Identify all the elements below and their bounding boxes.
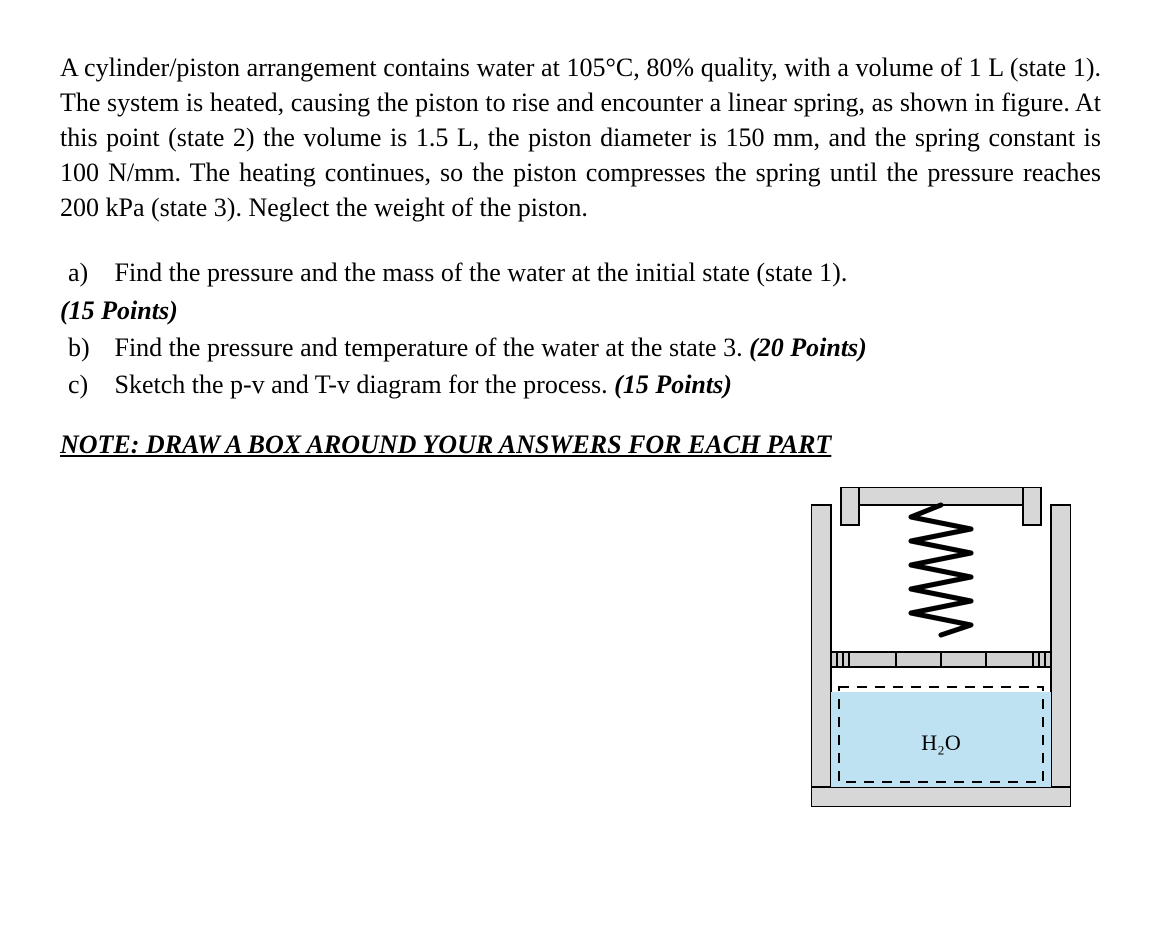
problem-statement: A cylinder/piston arrangement contains w… bbox=[60, 50, 1101, 225]
piston-cylinder-figure: H₂O bbox=[811, 487, 1071, 807]
question-b-points: (20 Points) bbox=[749, 333, 867, 362]
question-c-label: c) bbox=[60, 367, 108, 402]
question-a-points: (15 Points) bbox=[60, 293, 1101, 328]
question-c-text: Sketch the p-v and T-v diagram for the p… bbox=[115, 370, 615, 399]
question-c-points: (15 Points) bbox=[614, 370, 732, 399]
spring-icon bbox=[911, 505, 971, 635]
question-c: c) Sketch the p-v and T-v diagram for th… bbox=[60, 367, 1101, 402]
question-list: a) Find the pressure and the mass of the… bbox=[60, 255, 1101, 401]
question-b: b) Find the pressure and temperature of … bbox=[60, 330, 1101, 365]
question-a-text: Find the pressure and the mass of the wa… bbox=[115, 258, 848, 287]
question-b-text: Find the pressure and temperature of the… bbox=[115, 333, 750, 362]
water-label: H₂O bbox=[921, 730, 960, 755]
note-line: NOTE: DRAW A BOX AROUND YOUR ANSWERS FOR… bbox=[60, 427, 1101, 462]
question-a: a) Find the pressure and the mass of the… bbox=[60, 255, 1101, 290]
question-b-label: b) bbox=[60, 330, 108, 365]
question-a-label: a) bbox=[60, 255, 108, 290]
figure-container: H₂O bbox=[60, 487, 1101, 807]
piston-icon bbox=[831, 652, 1051, 667]
question-a-points-text: (15 Points) bbox=[60, 296, 178, 325]
